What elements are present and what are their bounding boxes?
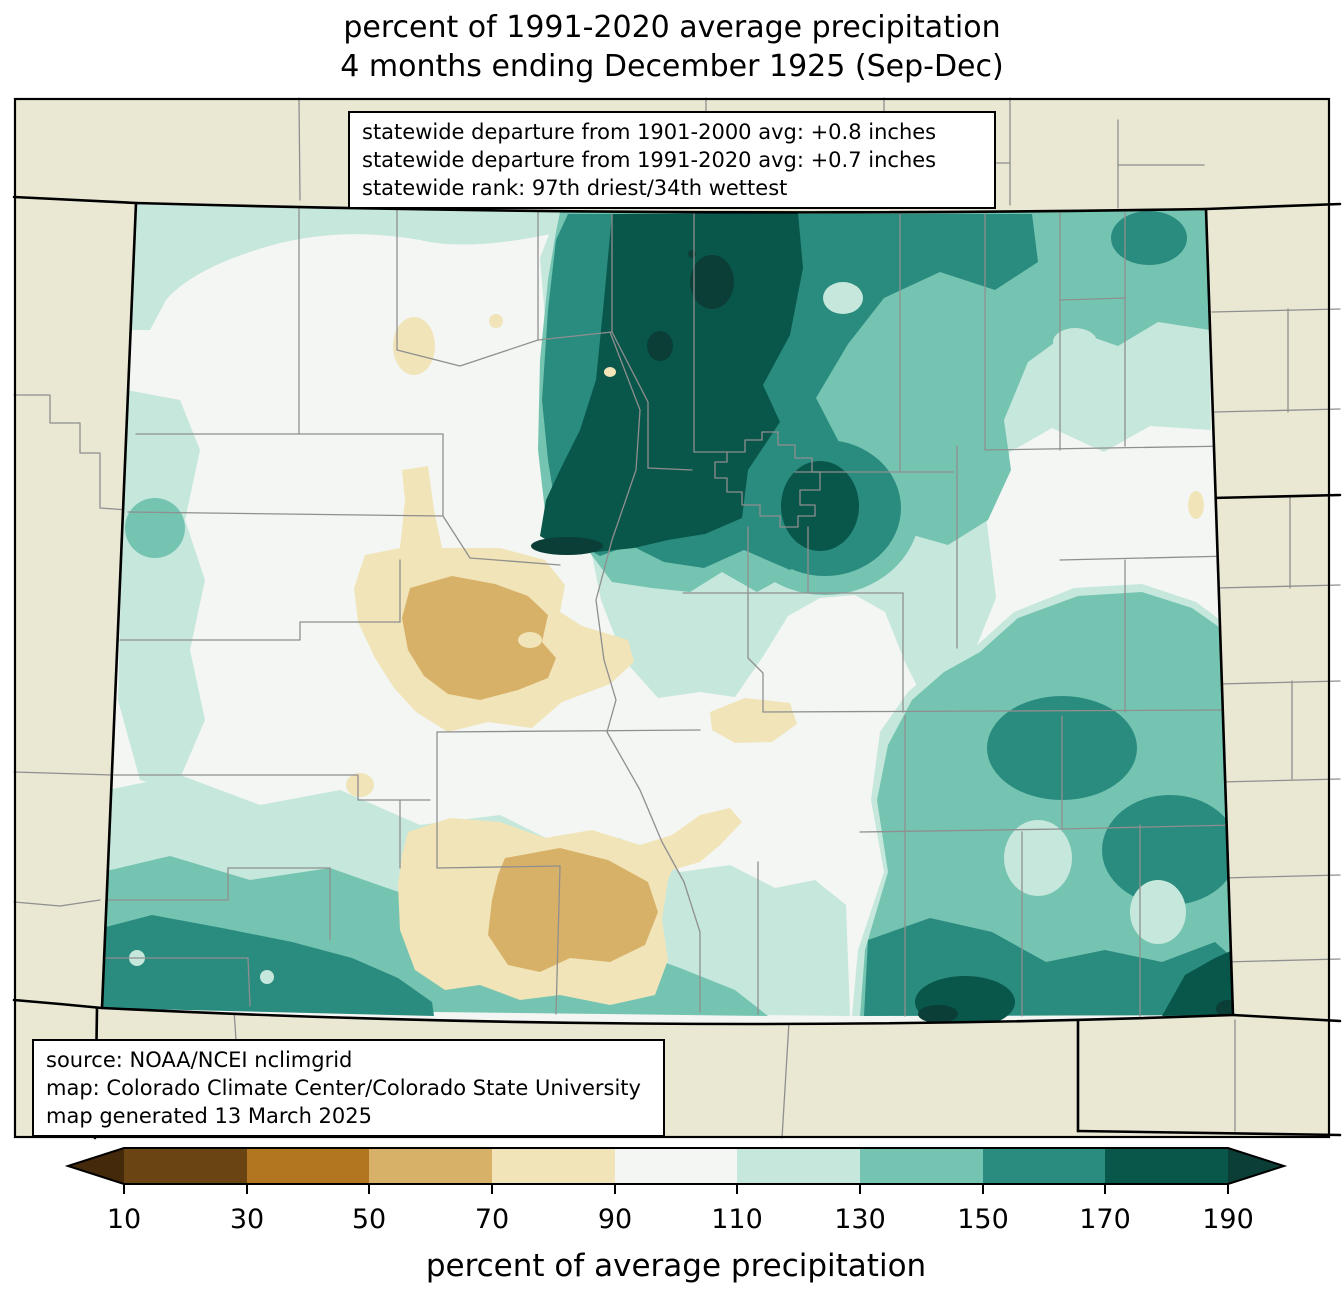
tick-label-150: 150	[957, 1204, 1009, 1235]
colorbar-segment-130-150	[860, 1148, 983, 1184]
tick-label-90: 90	[598, 1204, 632, 1235]
statewide-rank: statewide rank: 97th driest/34th wettest	[362, 176, 788, 200]
colorbar: 10 30 50 70 90 110 130 150 170 190 perce…	[64, 1147, 1288, 1284]
credit-source: source: NOAA/NCEI nclimgrid	[46, 1048, 353, 1072]
tick-label-170: 170	[1079, 1204, 1131, 1235]
tick-label-10: 10	[107, 1204, 141, 1235]
statewide-stats-box: statewide departure from 1901-2000 avg: …	[348, 111, 996, 209]
colorbar-ticks	[123, 1184, 1229, 1194]
tick-label-30: 30	[230, 1204, 264, 1235]
contour-light-holes	[129, 282, 1186, 984]
colorado-state-border	[100, 201, 1235, 1026]
colorbar-segment-70-90	[492, 1148, 615, 1184]
tick-label-70: 70	[475, 1204, 509, 1235]
tick-label-50: 50	[352, 1204, 386, 1235]
contour-50-70	[402, 576, 658, 972]
source-credit-box: source: NOAA/NCEI nclimgrid map: Colorad…	[32, 1039, 665, 1137]
colorbar-tick-labels: 10 30 50 70 90 110 130 150 170 190	[107, 1204, 1254, 1235]
tick-label-130: 130	[834, 1204, 886, 1235]
statewide-departure-1901-2000: statewide departure from 1901-2000 avg: …	[362, 120, 937, 144]
colorbar-segment-170-190	[1105, 1148, 1228, 1184]
contour-gt-190	[531, 250, 1233, 1023]
credit-map: map: Colorado Climate Center/Colorado St…	[46, 1076, 641, 1100]
colorbar-segment-30-50	[247, 1148, 369, 1184]
map-title-line2: 4 months ending December 1925 (Sep-Dec)	[340, 49, 1004, 84]
precipitation-contours	[102, 203, 1233, 1024]
colorbar-segment-90-110	[615, 1148, 737, 1184]
colorbar-arrow-right	[1228, 1148, 1284, 1184]
colorbar-segment-10-30	[124, 1148, 247, 1184]
colorado-county-lines	[103, 205, 1233, 1017]
map-title: percent of 1991-2020 average precipitati…	[0, 8, 1344, 86]
map-title-line1: percent of 1991-2020 average precipitati…	[343, 10, 1001, 45]
tick-label-110: 110	[711, 1204, 763, 1235]
map-frame	[13, 97, 1331, 1139]
colorbar-segment-110-130	[737, 1148, 860, 1184]
statewide-departure-1991-2020: statewide departure from 1991-2020 avg: …	[362, 148, 937, 172]
colorbar-segment-150-170	[983, 1148, 1105, 1184]
credit-generated: map generated 13 March 2025	[46, 1104, 373, 1128]
colorbar-axis-label: percent of average precipitation	[426, 1248, 926, 1284]
tick-label-190: 190	[1202, 1204, 1254, 1235]
contour-170-190	[540, 213, 1233, 1024]
colorbar-arrow-left	[68, 1148, 124, 1184]
colorbar-segment-50-70	[369, 1148, 492, 1184]
